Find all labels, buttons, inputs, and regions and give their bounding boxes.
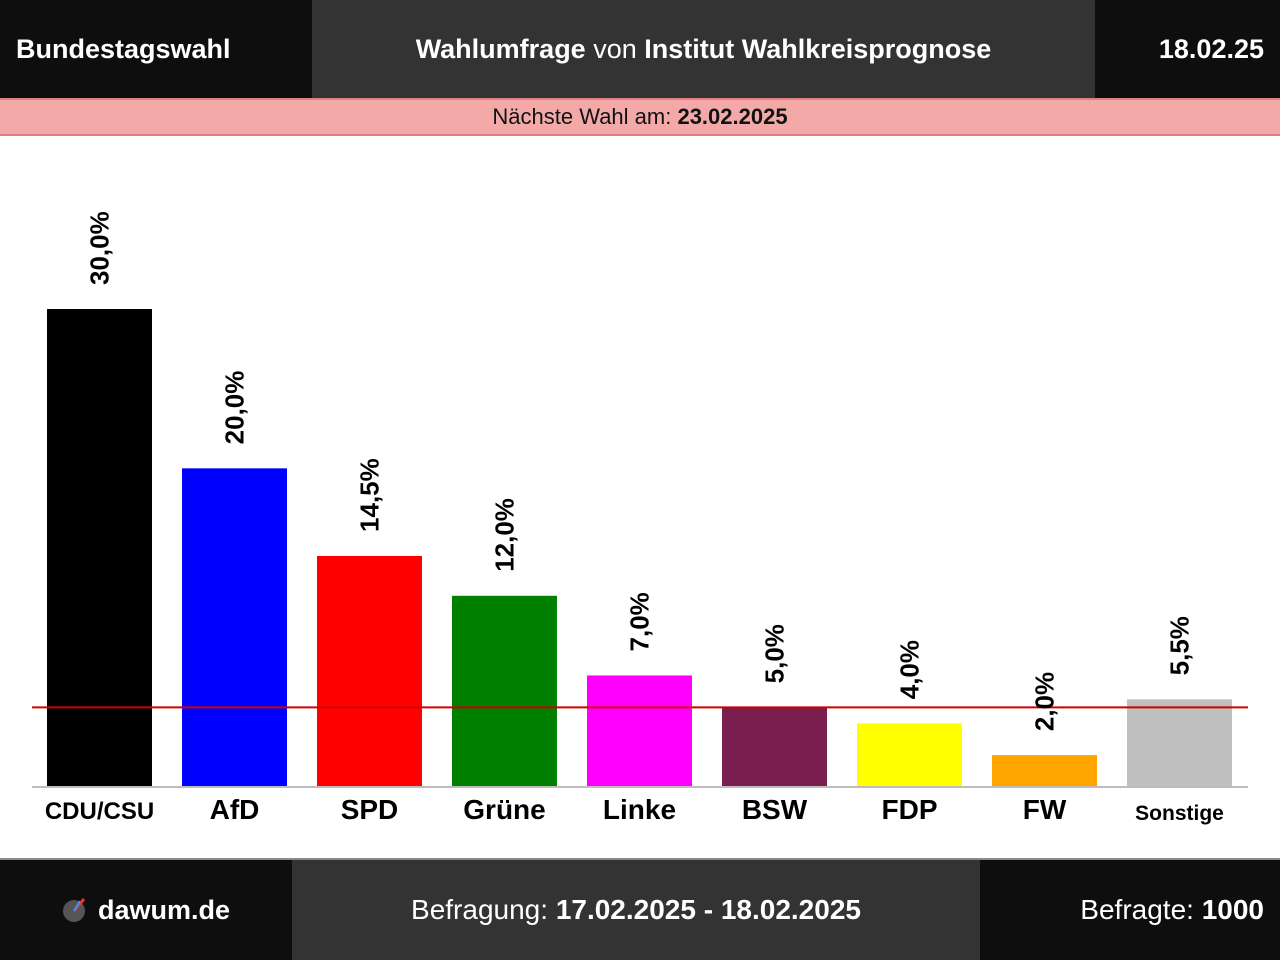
survey-period: Befragung: 17.02.2025 - 18.02.2025 [292,860,980,960]
category-label-6: FDP [882,794,938,825]
category-label-8: Sonstige [1135,802,1224,825]
category-label-7: FW [1023,794,1067,825]
bar-5 [722,707,827,787]
next-election-label: Nächste Wahl am: [492,104,678,129]
institute-name: Institut Wahlkreisprognose [644,33,992,64]
respondents: Befragte: 1000 [980,860,1280,960]
bar-1 [182,468,287,787]
header-bar: Bundestagswahl Wahlumfrage von Institut … [0,0,1280,98]
poll-date: 18.02.25 [1095,0,1280,98]
value-label-0: 30,0% [85,211,115,285]
value-label-8: 5,5% [1165,616,1195,675]
bar-4 [587,675,692,787]
next-election-banner: Nächste Wahl am: 23.02.2025 [0,98,1280,136]
value-label-4: 7,0% [625,592,655,651]
dawum-logo-icon [62,898,86,922]
site-link[interactable]: dawum.de [0,860,292,960]
bar-6 [857,723,962,787]
bar-7 [992,755,1097,787]
survey-dates: 17.02.2025 - 18.02.2025 [555,894,861,925]
site-name: dawum.de [97,894,231,925]
category-label-5: BSW [742,794,808,825]
bars-group [47,309,1232,787]
survey-label: Befragung: [411,894,556,925]
category-label-4: Linke [603,794,676,825]
bar-0 [47,309,152,787]
category-label-3: Grüne [463,794,545,825]
value-label-1: 20,0% [220,371,250,445]
category-labels-group: CDU/CSU AfD SPD Grüne Linke BSW FDP FW Sonstige [45,794,1224,825]
value-label-5: 5,0% [760,624,790,683]
category-label-0: CDU/CSU [45,798,154,825]
next-election-date: 23.02.2025 [677,104,788,129]
poll-title-word: Wahlumfrage [415,33,586,64]
bar-3 [452,595,557,787]
poll-bar-chart: 30,0% 20,0% 14,5% 12,0% 7,0% 5,0% 4,0% 2,0% 5,5%… [32,211,1248,825]
respondents-count: 1000 [1201,894,1264,925]
poll-title: Wahlumfrage von Institut Wahlkreisprogno… [312,0,1095,98]
bar-8 [1127,699,1232,787]
value-labels-group: 30,0% 20,0% 14,5% 12,0% 7,0% 5,0% 4,0% 2,0% 5,5% [85,211,1195,731]
category-label-2: SPD [341,794,399,825]
respondents-label: Befragte: [1080,894,1202,925]
value-label-7: 2,0% [1030,672,1060,731]
value-label-2: 14,5% [355,458,385,532]
bar-2 [317,555,422,787]
value-label-6: 4,0% [895,640,925,699]
poll-title-connector: von [585,33,645,64]
footer-bar: dawum.de Befragung: 17.02.2025 - 18.02.2… [0,858,1280,960]
election-type: Bundestagswahl [0,0,312,98]
value-label-3: 12,0% [490,498,520,572]
category-label-1: AfD [210,794,260,825]
